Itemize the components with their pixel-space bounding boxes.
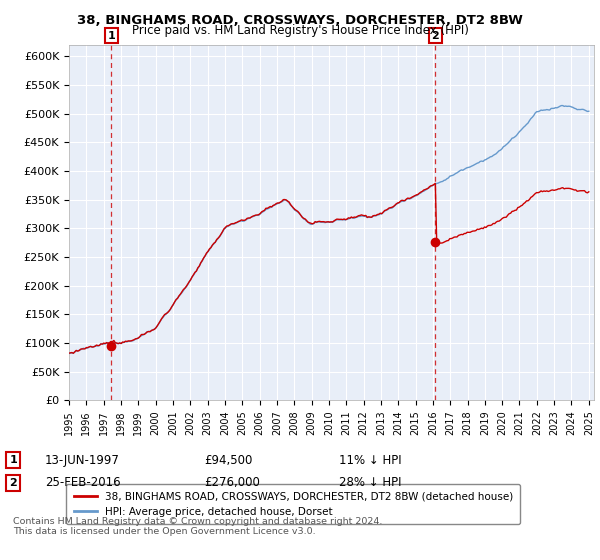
- Text: 2: 2: [10, 478, 17, 488]
- Text: 28% ↓ HPI: 28% ↓ HPI: [339, 476, 401, 489]
- Text: 2: 2: [431, 31, 439, 41]
- Text: 11% ↓ HPI: 11% ↓ HPI: [339, 454, 401, 467]
- Text: Contains HM Land Registry data © Crown copyright and database right 2024.
This d: Contains HM Land Registry data © Crown c…: [13, 517, 383, 536]
- Text: 13-JUN-1997: 13-JUN-1997: [45, 454, 120, 467]
- Legend: 38, BINGHAMS ROAD, CROSSWAYS, DORCHESTER, DT2 8BW (detached house), HPI: Average: 38, BINGHAMS ROAD, CROSSWAYS, DORCHESTER…: [67, 484, 520, 524]
- Text: £94,500: £94,500: [204, 454, 253, 467]
- Text: 25-FEB-2016: 25-FEB-2016: [45, 476, 121, 489]
- Text: £276,000: £276,000: [204, 476, 260, 489]
- Text: 1: 1: [10, 455, 17, 465]
- Text: Price paid vs. HM Land Registry's House Price Index (HPI): Price paid vs. HM Land Registry's House …: [131, 24, 469, 37]
- Text: 1: 1: [107, 31, 115, 41]
- Text: 38, BINGHAMS ROAD, CROSSWAYS, DORCHESTER, DT2 8BW: 38, BINGHAMS ROAD, CROSSWAYS, DORCHESTER…: [77, 14, 523, 27]
